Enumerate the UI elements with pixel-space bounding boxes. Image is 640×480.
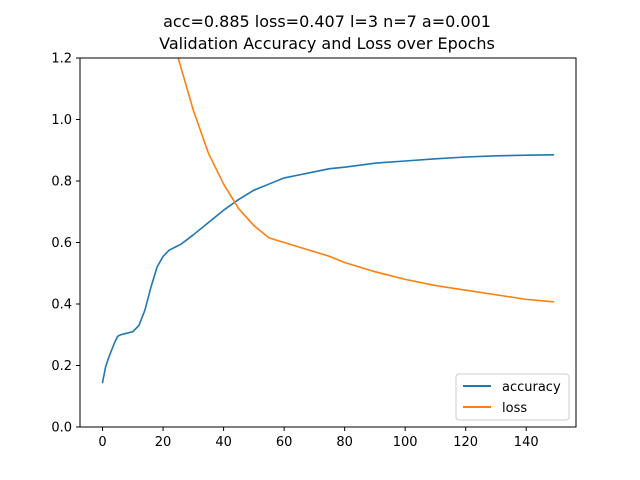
x-tick-label: 100: [393, 435, 418, 450]
x-tick-label: 20: [155, 435, 172, 450]
y-tick-label: 1.0: [51, 113, 72, 128]
y-tick-label: 1.2: [51, 52, 72, 67]
series-line-accuracy: [101, 154, 555, 384]
x-axis-ticks: 0 20 40 60 80 100 120 140: [98, 427, 539, 450]
x-tick-label: 120: [453, 435, 478, 450]
y-tick-label: 0.0: [51, 421, 72, 436]
legend: accuracy loss: [455, 373, 570, 421]
x-tick-label: 80: [336, 435, 353, 450]
y-tick-label: 0.8: [51, 175, 72, 190]
series-line-loss: [177, 58, 555, 303]
plot-frame: [79, 57, 577, 428]
x-tick-label: 40: [215, 435, 232, 450]
x-tick-label: 140: [514, 435, 539, 450]
x-tick-label: 60: [276, 435, 293, 450]
y-tick-label: 0.2: [51, 359, 72, 374]
y-tick-label: 0.4: [51, 298, 72, 313]
legend-label-loss: loss: [502, 401, 527, 416]
chart-title-line2: Validation Accuracy and Loss over Epochs: [159, 34, 495, 53]
series-layer: [101, 58, 555, 384]
legend-label-accuracy: accuracy: [502, 380, 561, 395]
y-tick-label: 0.6: [51, 236, 72, 251]
y-axis-ticks: 0.0 0.2 0.4 0.6 0.8 1.0 1.2: [51, 52, 80, 436]
chart-title-line1: acc=0.885 loss=0.407 l=3 n=7 a=0.001: [163, 12, 491, 31]
x-tick-label: 0: [98, 435, 106, 450]
